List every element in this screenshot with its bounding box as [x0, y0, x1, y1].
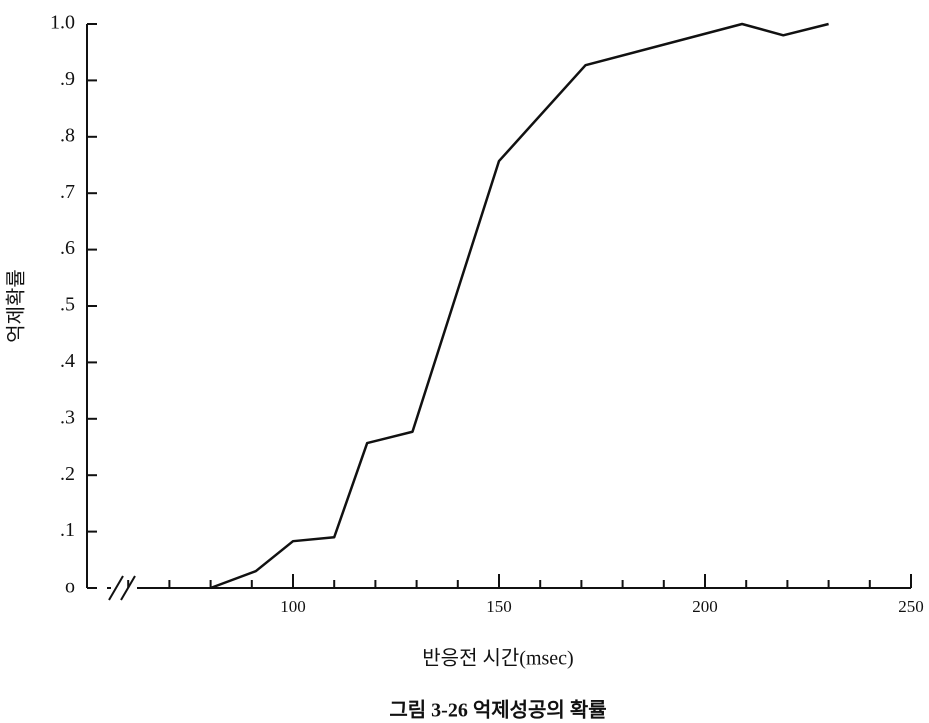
x-tick-label: 250: [898, 597, 924, 616]
x-tick-label: 200: [692, 597, 718, 616]
y-tick-label: .3: [60, 406, 75, 428]
y-tick-label: .1: [60, 519, 75, 541]
y-axis-label: 억제확률: [5, 269, 28, 343]
y-tick-label: .6: [60, 237, 75, 259]
x-tick-label: 150: [486, 597, 512, 616]
y-tick-label: .8: [60, 124, 75, 146]
y-tick-label: .5: [60, 294, 75, 316]
data-line: [210, 22, 829, 590]
x-axis-label: 반응전 시간(msec): [422, 647, 573, 670]
y-tick-label: 1.0: [50, 12, 75, 34]
y-tick-label: o: [65, 576, 75, 598]
y-tick-label: .7: [60, 181, 75, 203]
y-tick-label: .4: [60, 350, 75, 372]
axis-break: [108, 575, 124, 601]
y-tick-label: .9: [60, 68, 75, 90]
caption: 그림 3-26 억제성공의 확률: [389, 698, 606, 722]
x-tick-label: 100: [280, 597, 306, 616]
y-tick-label: .2: [60, 463, 75, 485]
